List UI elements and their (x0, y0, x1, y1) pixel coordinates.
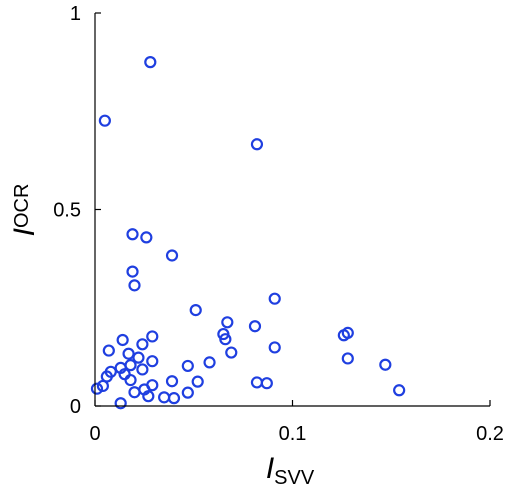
data-point (124, 373, 137, 387)
x-axis-label-sub: SVV (274, 467, 315, 489)
data-point (98, 114, 111, 127)
data-point (136, 338, 149, 351)
data-point (116, 333, 129, 347)
data-point (268, 341, 281, 354)
data-point (225, 346, 238, 359)
data-point (132, 351, 145, 364)
data-point (341, 352, 354, 365)
y-tick-label: 0 (70, 396, 81, 418)
data-point (146, 330, 159, 343)
data-point (128, 386, 141, 399)
y-tick-label: 0.5 (53, 200, 81, 222)
data-point (250, 138, 264, 151)
data-point (96, 379, 110, 393)
data-point (379, 358, 392, 371)
data-point (102, 344, 115, 357)
data-point (268, 292, 281, 305)
x-tick-label: 0 (89, 423, 100, 445)
data-point (140, 231, 153, 244)
data-point (114, 397, 127, 410)
data-point (158, 391, 171, 404)
y-axis-label-sub: OCR (11, 184, 33, 228)
data-point (260, 377, 273, 390)
data-point (250, 376, 264, 389)
data-point (136, 363, 149, 376)
y-tick-label: 1 (70, 3, 81, 25)
x-axis-label: ISVV (266, 452, 315, 489)
data-point (122, 347, 135, 360)
data-point (203, 356, 216, 369)
data-point (248, 320, 262, 333)
data-point (146, 355, 159, 368)
data-point (189, 304, 202, 317)
data-point (126, 228, 139, 241)
data-points (90, 56, 406, 410)
x-tick-label: 0.1 (279, 423, 307, 445)
data-point (191, 375, 204, 388)
data-point (219, 333, 232, 346)
data-point (165, 249, 179, 262)
data-point (90, 382, 104, 395)
data-point (128, 279, 141, 292)
data-point (144, 56, 157, 69)
data-point (181, 359, 194, 373)
x-tick-label: 0.2 (476, 423, 504, 445)
data-point (221, 316, 234, 329)
data-point (167, 392, 181, 405)
x-axis-label-main: I (266, 452, 274, 485)
data-point (337, 329, 350, 342)
axis-ticks: 0 0.1 0.2 0 0.5 1 (53, 3, 504, 445)
data-point (393, 384, 406, 397)
y-axis-label: IOCR (8, 184, 41, 237)
y-axis-label-main: I (8, 228, 41, 236)
data-point (126, 265, 139, 278)
data-point (181, 386, 194, 399)
data-point (142, 390, 155, 403)
data-point (165, 375, 179, 388)
